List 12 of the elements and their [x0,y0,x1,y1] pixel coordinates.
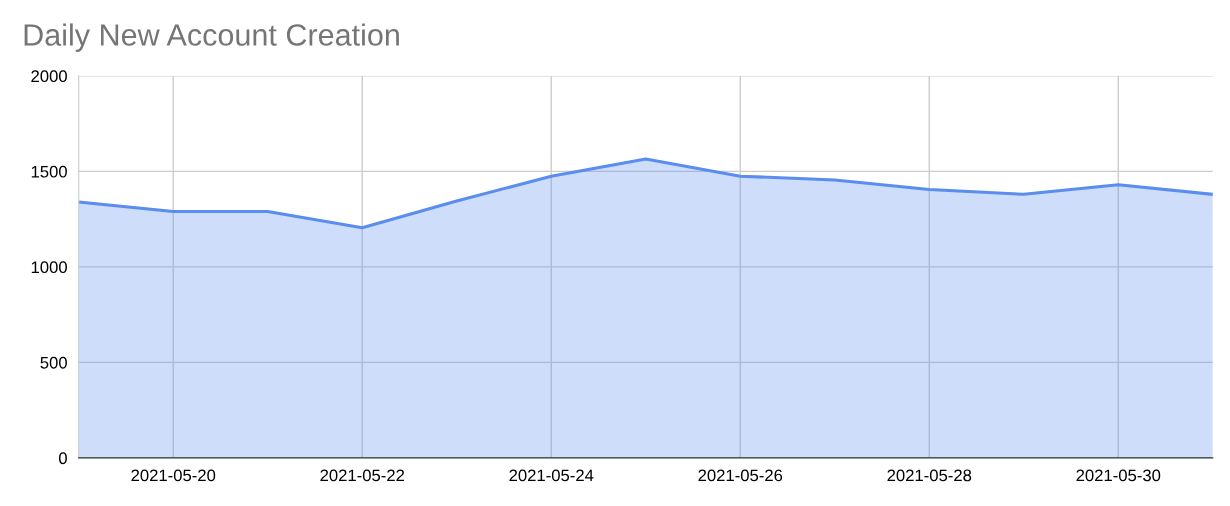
y-tick-label: 500 [40,356,67,369]
x-tick-label: 2021-05-28 [887,469,972,482]
y-tick-label: 2000 [31,70,67,83]
x-tick-label: 2021-05-30 [1076,469,1161,482]
x-tick-label: 2021-05-20 [131,469,216,482]
y-tick-label: 1500 [31,165,67,178]
x-tick-label: 2021-05-26 [698,469,783,482]
y-tick-label: 1000 [31,261,67,274]
x-tick-label: 2021-05-22 [320,469,405,482]
chart-title: Daily New Account Creation [24,23,399,52]
y-tick-label: 0 [58,452,67,465]
x-tick-label: 2021-05-24 [509,469,594,482]
